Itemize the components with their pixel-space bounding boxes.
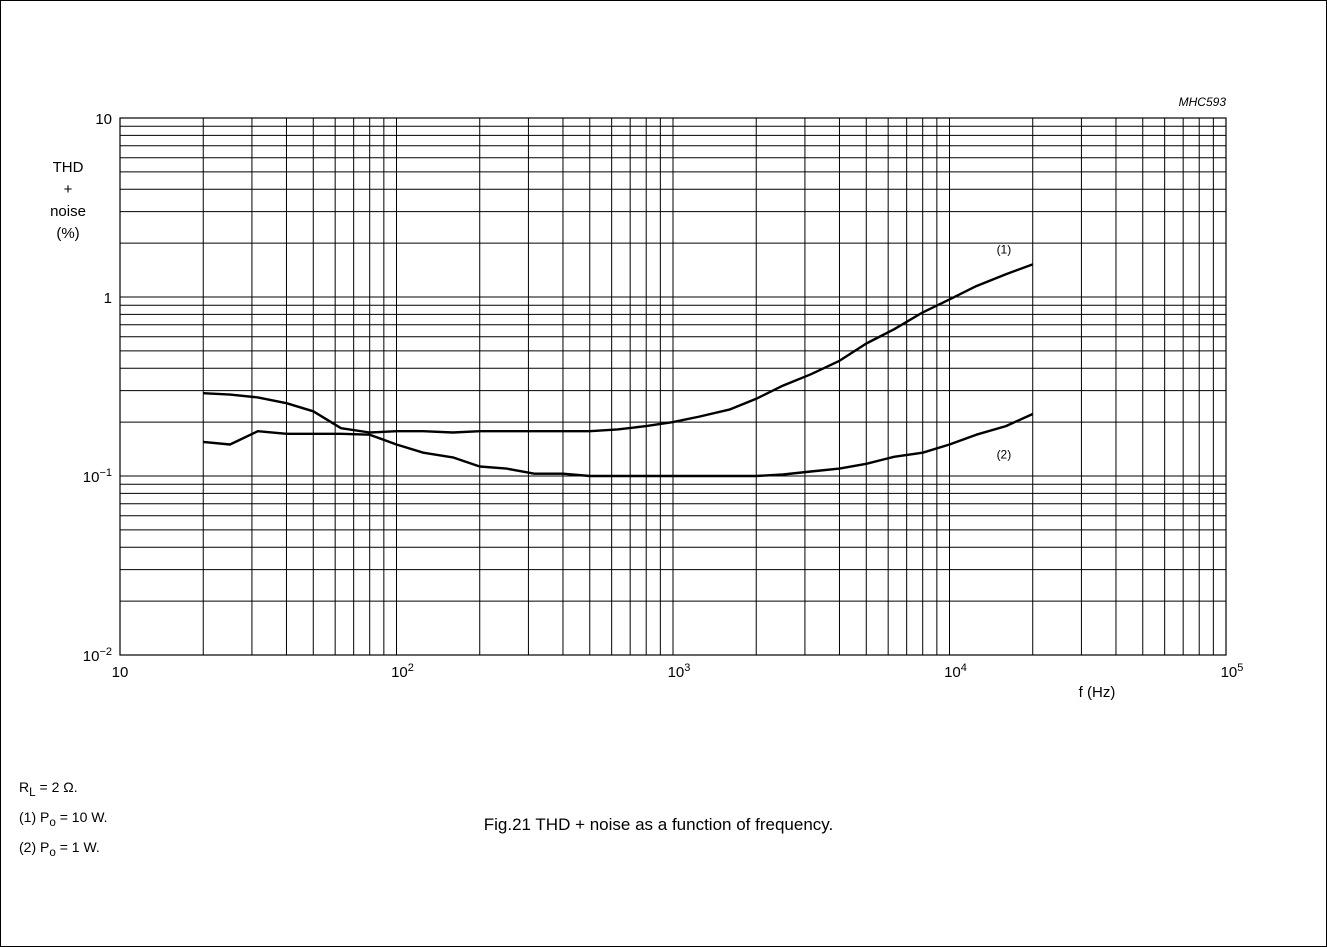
y-tick-label: 10 [95,111,112,128]
series-2-line [203,412,1034,478]
note-series-1: (1) Po = 10 W. [19,808,108,829]
series-1-line [203,263,1034,434]
x-tick-label: 105 [1221,662,1244,681]
grid [119,117,1227,656]
curves [203,263,1034,478]
x-tick-label: 104 [944,662,967,681]
x-tick-label: 103 [668,662,691,681]
labels: (1) (2) 10 102 103 104 105 10 1 10−1 10−2 THD + noise… [50,95,1243,701]
x-tick-label: 10 [112,664,129,681]
series-1-label: (1) [997,242,1012,256]
plot-border [119,117,1227,656]
y-axis-label: THD + noise (%) [50,159,86,242]
y-tick-label: 1 [104,290,112,307]
note-load: RL = 2 Ω. [19,779,78,799]
x-axis-label: f (Hz) [1079,684,1116,701]
series-2-label: (2) [997,448,1012,462]
notes: RL = 2 Ω. (1) Po = 10 W. (2) Po = 1 W. [19,775,108,864]
figure-code: MHC593 [1179,95,1227,109]
figure-caption: Fig.21 THD + noise as a function of freq… [483,815,834,834]
x-tick-label: 102 [391,662,414,681]
note-series-2: (2) Po = 1 W. [19,838,100,859]
y-tick-label: 10−2 [83,646,112,665]
y-tick-label: 10−1 [83,467,112,486]
